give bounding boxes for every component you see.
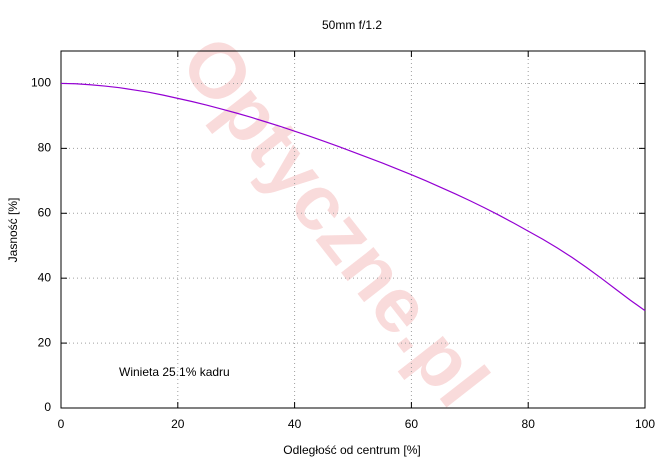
y-tick-label: 100 xyxy=(31,76,51,90)
x-tick-label: 20 xyxy=(171,417,185,431)
x-tick-label: 60 xyxy=(405,417,419,431)
data-line xyxy=(60,82,646,312)
y-tick-label: 80 xyxy=(38,141,52,155)
plot-frame xyxy=(60,50,646,409)
x-tick-label: 0 xyxy=(58,417,65,431)
x-tick-label: 100 xyxy=(635,417,655,431)
x-axis-label: Odległość od centrum [%] xyxy=(283,443,420,457)
chart-title: 50mm f/1.2 xyxy=(322,18,382,32)
y-tick-label: 60 xyxy=(38,205,52,219)
y-tick-label: 0 xyxy=(44,400,51,414)
annotation: Winieta 25.1% kadru xyxy=(119,365,230,379)
y-tick-label: 40 xyxy=(38,270,52,284)
x-tick-label: 40 xyxy=(288,417,302,431)
y-tick-label: 20 xyxy=(38,335,52,349)
y-axis-label: Jasność [%] xyxy=(6,198,20,263)
x-tick-label: 80 xyxy=(522,417,536,431)
